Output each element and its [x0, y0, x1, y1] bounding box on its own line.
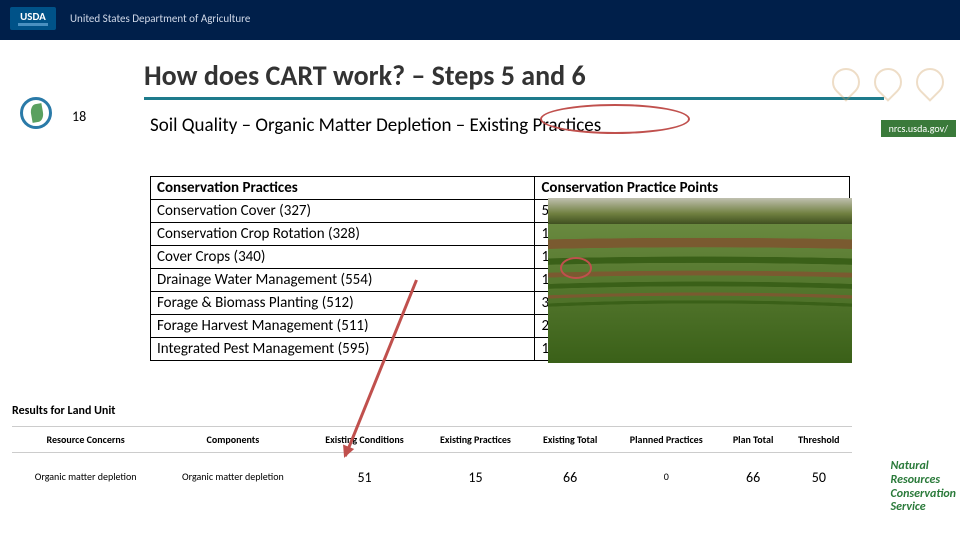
slide-title: How does CART work? – Steps 5 and 6	[144, 58, 884, 100]
points-col-header: Conservation Practice Points	[535, 177, 850, 200]
drop-icon	[868, 62, 908, 102]
results-col-header: Existing Practices	[423, 427, 529, 453]
usda-logo-text: USDA	[20, 11, 46, 22]
results-col-header: Existing Conditions	[307, 427, 423, 453]
watermark-drops	[832, 68, 944, 96]
usda-logo: USDA	[10, 7, 56, 30]
results-col-header: Components	[159, 427, 306, 453]
results-col-header: Existing Total	[528, 427, 612, 453]
results-row: Organic matter depletion Organic matter …	[12, 453, 852, 495]
usda-header-text: United States Department of Agriculture	[70, 12, 250, 25]
results-col-header: Resource Concerns	[12, 427, 159, 453]
nrcs-line: Natural	[891, 459, 929, 473]
drop-icon	[826, 62, 866, 102]
usda-header: USDA United States Department of Agricul…	[0, 0, 960, 36]
results-col-header: Planned Practices	[612, 427, 721, 453]
slide-subtitle: Soil Quality – Organic Matter Depletion …	[150, 114, 960, 137]
results-col-header: Threshold	[786, 427, 852, 453]
nrcs-logo-icon	[20, 97, 52, 129]
nrcs-line: Conservation	[891, 487, 956, 501]
drop-icon	[910, 62, 950, 102]
practice-col-header: Conservation Practices	[151, 177, 535, 200]
page-number: 18	[72, 108, 86, 125]
results-table: Resource Concerns Components Existing Co…	[12, 426, 852, 494]
field-photo	[548, 198, 852, 363]
nrcs-line: Service	[891, 500, 926, 514]
results-col-header: Plan Total	[721, 427, 786, 453]
nrcs-url: nrcs.usda.gov/	[881, 120, 956, 137]
results-section-label: Results for Land Unit	[12, 404, 115, 418]
nrcs-line: Resources	[891, 473, 941, 487]
